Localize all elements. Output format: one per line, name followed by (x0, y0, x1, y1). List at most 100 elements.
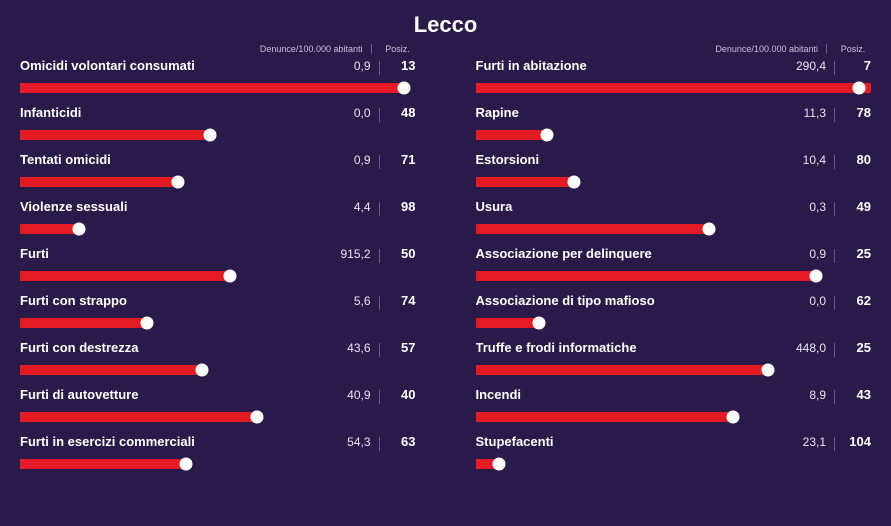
bar-fill (476, 83, 872, 93)
bar-marker-icon[interactable] (809, 270, 822, 283)
metric-bar[interactable] (476, 457, 872, 471)
bar-fill (476, 318, 539, 328)
value-pos-divider (379, 296, 380, 310)
bar-marker-icon[interactable] (762, 364, 775, 377)
bar-marker-icon[interactable] (251, 411, 264, 424)
metric-value: 10,4 (776, 153, 826, 167)
metric-value: 40,9 (321, 388, 371, 402)
bar-marker-icon[interactable] (180, 458, 193, 471)
bar-fill (20, 177, 178, 187)
metric-bar[interactable] (20, 81, 416, 95)
value-pos-divider (379, 108, 380, 122)
metric-bar[interactable] (476, 410, 872, 424)
metric-label: Furti in abitazione (476, 58, 777, 73)
metric-value: 4,4 (321, 200, 371, 214)
bar-marker-icon[interactable] (203, 129, 216, 142)
metric-bar[interactable] (20, 269, 416, 283)
bar-marker-icon[interactable] (702, 223, 715, 236)
metric-bar[interactable] (476, 175, 872, 189)
bar-fill (20, 83, 404, 93)
metric-value: 23,1 (776, 435, 826, 449)
bar-marker-icon[interactable] (73, 223, 86, 236)
metric-label: Tentati omicidi (20, 152, 321, 167)
metric-bar[interactable] (20, 175, 416, 189)
bar-marker-icon[interactable] (172, 176, 185, 189)
metric-bar[interactable] (476, 316, 872, 330)
bar-marker-icon[interactable] (853, 82, 866, 95)
metric-position: 25 (843, 340, 871, 355)
metric-label: Associazione di tipo mafioso (476, 293, 777, 308)
metric-bar[interactable] (20, 363, 416, 377)
bar-fill (20, 130, 210, 140)
metric-bar[interactable] (20, 222, 416, 236)
metric-value: 290,4 (776, 59, 826, 73)
metric-bar[interactable] (20, 457, 416, 471)
metric-position: 49 (843, 199, 871, 214)
metric-bar[interactable] (476, 269, 872, 283)
metric-position: 78 (843, 105, 871, 120)
metric-row: Furti915,250 (20, 246, 416, 283)
metric-value: 8,9 (776, 388, 826, 402)
metric-row: Furti con strappo5,674 (20, 293, 416, 330)
metric-bar[interactable] (20, 410, 416, 424)
metric-bar[interactable] (20, 128, 416, 142)
bar-marker-icon[interactable] (493, 458, 506, 471)
metric-position: 43 (843, 387, 871, 402)
metric-position: 62 (843, 293, 871, 308)
metric-position: 48 (388, 105, 416, 120)
metric-label: Incendi (476, 387, 777, 402)
header-divider (826, 44, 827, 54)
bar-marker-icon[interactable] (397, 82, 410, 95)
metric-position: 71 (388, 152, 416, 167)
bar-marker-icon[interactable] (540, 129, 553, 142)
metric-label: Estorsioni (476, 152, 777, 167)
page-title: Lecco (20, 12, 871, 38)
metric-value: 0,0 (776, 294, 826, 308)
bar-fill (20, 271, 230, 281)
bar-fill (476, 365, 769, 375)
bar-marker-icon[interactable] (195, 364, 208, 377)
metric-label: Associazione per delinquere (476, 246, 777, 261)
metric-position: 104 (843, 434, 871, 449)
value-pos-divider (834, 437, 835, 451)
bar-marker-icon[interactable] (568, 176, 581, 189)
bar-marker-icon[interactable] (140, 317, 153, 330)
metric-bar[interactable] (476, 222, 872, 236)
metric-position: 80 (843, 152, 871, 167)
metric-row: Furti in abitazione290,47 (476, 58, 872, 95)
metric-bar[interactable] (476, 128, 872, 142)
bar-marker-icon[interactable] (726, 411, 739, 424)
metric-row: Furti di autovetture40,940 (20, 387, 416, 424)
bar-fill (476, 271, 816, 281)
metric-position: 63 (388, 434, 416, 449)
bar-fill (20, 365, 202, 375)
metric-position: 50 (388, 246, 416, 261)
metric-row: Usura0,349 (476, 199, 872, 236)
metric-bar[interactable] (20, 316, 416, 330)
value-pos-divider (379, 249, 380, 263)
value-pos-divider (834, 61, 835, 75)
metric-row: Truffe e frodi informatiche448,0 25 (476, 340, 872, 377)
metric-row: Incendi8,9 43 (476, 387, 872, 424)
metric-row: Estorsioni10,4 80 (476, 152, 872, 189)
metric-position: 13 (388, 58, 416, 73)
column-header: Denunce/100.000 abitanti Posiz. (20, 44, 416, 54)
bar-marker-icon[interactable] (223, 270, 236, 283)
metric-bar[interactable] (476, 81, 872, 95)
metric-row: Furti in esercizi commerciali54,363 (20, 434, 416, 471)
metric-label: Furti di autovetture (20, 387, 321, 402)
metric-value: 915,2 (321, 247, 371, 261)
metric-label: Furti con strappo (20, 293, 321, 308)
header-pos-label: Posiz. (380, 44, 416, 54)
value-pos-divider (834, 343, 835, 357)
bar-fill (20, 459, 186, 469)
metric-row: Infanticidi0,048 (20, 105, 416, 142)
column-header: Denunce/100.000 abitanti Posiz. (476, 44, 872, 54)
bar-fill (476, 130, 547, 140)
metric-label: Omicidi volontari consumati (20, 58, 321, 73)
bar-marker-icon[interactable] (532, 317, 545, 330)
metric-bar[interactable] (476, 363, 872, 377)
metric-label: Truffe e frodi informatiche (476, 340, 777, 355)
metric-position: 98 (388, 199, 416, 214)
metric-value: 448,0 (776, 341, 826, 355)
